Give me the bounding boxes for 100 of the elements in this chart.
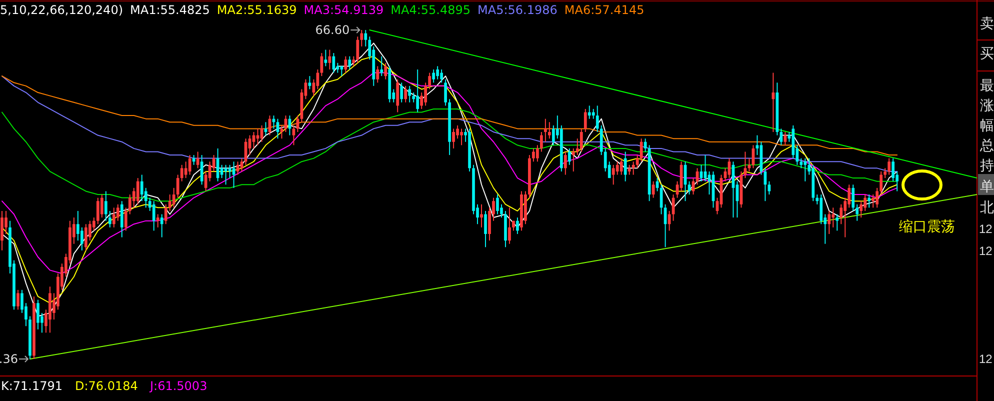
legend-title: 5,10,22,66,120,240) bbox=[0, 3, 124, 17]
annotation: 66.60 bbox=[315, 23, 350, 37]
text: 最 bbox=[980, 78, 994, 94]
annotation: 12 bbox=[979, 244, 993, 258]
candlestick bbox=[624, 151, 627, 182]
candlestick bbox=[76, 210, 80, 242]
candlestick bbox=[868, 194, 871, 208]
candlestick bbox=[108, 210, 112, 228]
candlestick bbox=[484, 210, 487, 248]
candlestick bbox=[100, 194, 104, 218]
candlestick bbox=[660, 184, 663, 215]
annotation: 缩口震荡 bbox=[899, 219, 955, 235]
candlestick bbox=[292, 124, 296, 146]
candlestick bbox=[316, 68, 320, 90]
candlestick bbox=[820, 194, 823, 225]
candlestick bbox=[516, 217, 519, 234]
candlestick bbox=[744, 151, 747, 179]
candlestick bbox=[452, 128, 455, 149]
candlestick bbox=[400, 82, 404, 103]
annotation: .36 bbox=[0, 352, 18, 366]
candlestick bbox=[600, 124, 603, 156]
candlestick bbox=[324, 49, 328, 67]
candlestick bbox=[164, 204, 168, 225]
candlestick bbox=[568, 148, 571, 166]
candlestick bbox=[280, 124, 284, 140]
candlestick bbox=[848, 184, 851, 208]
candlestick bbox=[804, 158, 807, 182]
candlestick bbox=[536, 144, 539, 162]
candlestick bbox=[328, 49, 332, 70]
candlestick bbox=[380, 56, 384, 77]
candlestick bbox=[872, 194, 875, 208]
candlestick bbox=[636, 154, 639, 169]
candlestick bbox=[860, 200, 863, 218]
candlestick bbox=[364, 30, 368, 47]
candlestick bbox=[332, 52, 336, 74]
candlestick bbox=[644, 138, 647, 152]
candlestick bbox=[592, 108, 595, 120]
candlestick bbox=[396, 78, 400, 113]
candlestick bbox=[656, 178, 659, 192]
candlestick bbox=[168, 194, 172, 212]
candlestick bbox=[668, 210, 671, 232]
candlestick bbox=[184, 161, 188, 179]
text: K:71.1791 bbox=[1, 379, 63, 393]
candlestick bbox=[344, 56, 348, 74]
candlestick bbox=[124, 207, 128, 232]
candlestick bbox=[36, 299, 40, 330]
candlestick bbox=[496, 194, 499, 215]
candlestick bbox=[156, 214, 160, 228]
candlestick bbox=[584, 108, 587, 132]
text: MA6:57.4145 bbox=[564, 3, 644, 17]
candlestick bbox=[892, 158, 895, 182]
candlestick bbox=[308, 76, 312, 90]
candlestick bbox=[620, 158, 623, 176]
text: D:76.0184 bbox=[75, 379, 138, 393]
text: MA3:54.9139 bbox=[304, 3, 384, 17]
candlestick bbox=[532, 148, 535, 162]
candlestick bbox=[552, 124, 555, 146]
text: 买 bbox=[980, 46, 994, 62]
text: 卖 bbox=[980, 16, 994, 32]
candlestick bbox=[864, 194, 867, 212]
candlestick bbox=[544, 118, 547, 142]
text: 单 bbox=[980, 179, 994, 195]
candlestick bbox=[828, 210, 831, 234]
candlestick bbox=[852, 184, 855, 212]
candlestick bbox=[612, 164, 615, 186]
candlestick bbox=[800, 158, 803, 169]
text: 北 bbox=[980, 200, 994, 216]
candlestick bbox=[404, 85, 408, 103]
candlestick bbox=[264, 122, 268, 136]
candlestick bbox=[840, 204, 843, 225]
candlestick bbox=[832, 207, 835, 228]
candlestick bbox=[128, 194, 132, 215]
candlestick bbox=[856, 204, 859, 222]
text: 幅 bbox=[980, 118, 994, 134]
candlestick bbox=[432, 68, 435, 84]
candlestick bbox=[480, 204, 483, 228]
candlestick bbox=[596, 105, 599, 132]
candlestick bbox=[340, 66, 344, 77]
candlestick bbox=[356, 36, 360, 64]
candlestick bbox=[652, 180, 655, 198]
candlestick bbox=[548, 122, 551, 140]
candlestick bbox=[232, 161, 236, 188]
candlestick bbox=[508, 207, 511, 244]
annotation: 12 bbox=[979, 222, 993, 236]
candlestick bbox=[352, 56, 356, 67]
candlestick bbox=[416, 68, 420, 113]
candlestick bbox=[228, 164, 232, 179]
candlestick bbox=[136, 178, 140, 205]
candlestick bbox=[664, 204, 667, 248]
candlestick bbox=[888, 158, 891, 176]
candlestick bbox=[632, 161, 635, 176]
candlestick bbox=[80, 226, 84, 251]
candlestick bbox=[16, 289, 20, 310]
candlestick bbox=[428, 72, 431, 90]
candlestick bbox=[836, 214, 839, 232]
candlestick bbox=[672, 194, 675, 222]
candlestick bbox=[876, 187, 879, 208]
candlestick bbox=[576, 138, 579, 156]
candlestick bbox=[424, 82, 428, 106]
candlestick bbox=[540, 131, 543, 152]
